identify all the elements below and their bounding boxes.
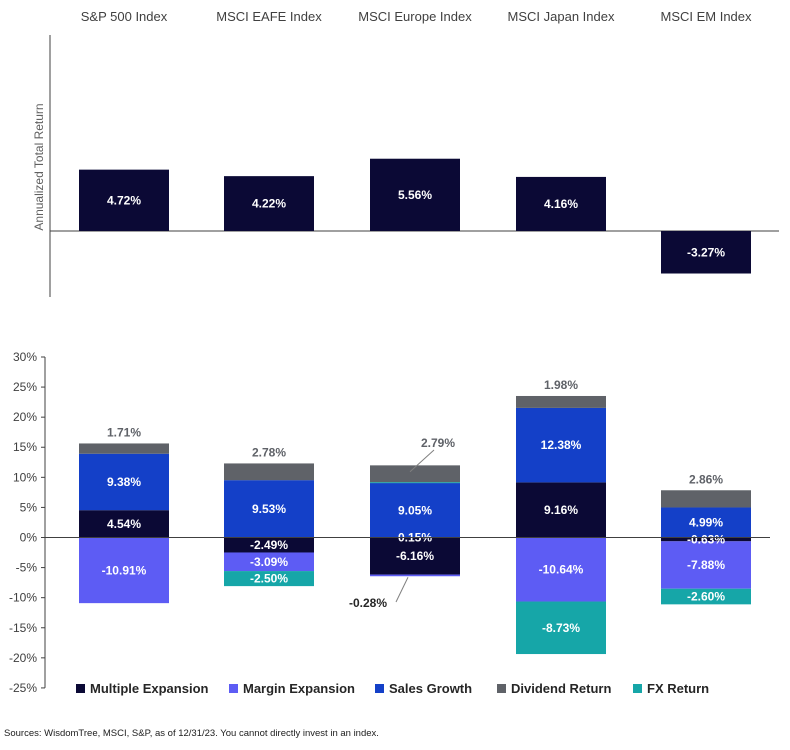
legend-label-fx-return: FX Return <box>647 681 709 696</box>
margin-expansion-segment-msci-eafe-index <box>224 552 314 572</box>
dividend-return-segment-msci-europe-index <box>370 465 460 483</box>
sales-growth-segment-msci-europe-index <box>370 483 460 538</box>
y-tick-label: 25% <box>13 380 37 394</box>
sales-growth-label-msci-europe-index: 9.05% <box>398 503 432 517</box>
fx-return-label-msci-eafe-index: -2.50% <box>250 572 288 586</box>
dividend-return-label-msci-europe-index: 2.79% <box>421 436 455 450</box>
multiple-expansion-segment-msci-em-index <box>661 537 751 542</box>
multiple-expansion-segment-msci-japan-index <box>516 482 606 538</box>
margin-expansion-label-msci-em-index: -7.88% <box>687 558 725 572</box>
return-bar-msci-eafe-index <box>224 176 314 231</box>
y-tick-label: -10% <box>9 591 37 605</box>
return-label-s-p-500-index: 4.72% <box>107 193 141 207</box>
y-tick-label: 30% <box>13 350 37 364</box>
sales-growth-label-msci-em-index: 4.99% <box>689 515 723 529</box>
source-note: Sources: WisdomTree, MSCI, S&P, as of 12… <box>4 728 379 739</box>
dividend-return-segment-msci-eafe-index <box>224 463 314 481</box>
y-tick-label: 10% <box>13 470 37 484</box>
y-tick-label: -15% <box>9 621 37 635</box>
sales-growth-label-msci-japan-index: 12.38% <box>541 438 582 452</box>
top-y-axis-label: Annualized Total Return <box>32 103 46 230</box>
legend: Multiple Expansion Margin Expansion Sales … <box>76 681 709 696</box>
y-tick-label: -25% <box>9 681 37 695</box>
fx-return-label-msci-em-index: -2.60% <box>687 590 725 604</box>
fx-return-segment-msci-japan-index <box>516 601 606 655</box>
legend-swatch-fx-return <box>633 684 642 693</box>
top-chart: Annualized Total Return S&P 500 Index 4.7… <box>32 9 779 297</box>
fx-return-label-msci-japan-index: -8.73% <box>542 621 580 635</box>
return-bar-msci-japan-index <box>516 176 606 231</box>
sales-growth-label-msci-eafe-index: 9.53% <box>252 502 286 516</box>
category-header-msci-eafe-index: MSCI EAFE Index <box>216 9 322 24</box>
multiple-expansion-segment-s-p-500-index <box>79 510 169 538</box>
category-header-msci-europe-index: MSCI Europe Index <box>358 9 472 24</box>
legend-label-dividend-return: Dividend Return <box>511 681 611 696</box>
y-tick-label: 20% <box>13 410 37 424</box>
fx-return-segment-msci-eafe-index <box>224 571 314 587</box>
margin-expansion-label-msci-europe-index: -0.28% <box>349 596 387 610</box>
legend-label-sales-growth: Sales Growth <box>389 681 472 696</box>
legend-swatch-sales-growth <box>375 684 384 693</box>
return-bar-s-p-500-index <box>79 169 169 231</box>
multiple-expansion-label-msci-eafe-index: -2.49% <box>250 538 288 552</box>
margin-expansion-segment-msci-em-index <box>661 541 751 589</box>
dividend-return-segment-s-p-500-index <box>79 443 169 454</box>
dividend-return-segment-msci-japan-index <box>516 395 606 408</box>
legend-swatch-margin-expansion <box>229 684 238 693</box>
y-tick-label: -5% <box>16 561 38 575</box>
sales-growth-segment-msci-japan-index <box>516 407 606 483</box>
dividend-return-label-msci-eafe-index: 2.78% <box>252 445 286 459</box>
dividend-return-label-msci-em-index: 2.86% <box>689 472 723 486</box>
margin-expansion-segment-msci-europe-index <box>370 574 460 577</box>
return-bar-msci-em-index <box>661 231 751 274</box>
y-tick-label: -20% <box>9 651 37 665</box>
category-header-msci-em-index: MSCI EM Index <box>660 9 752 24</box>
multiple-expansion-label-msci-em-index: -0.63% <box>687 533 725 547</box>
margin-expansion-segment-msci-japan-index <box>516 537 606 602</box>
legend-label-margin-expansion: Margin Expansion <box>243 681 355 696</box>
fx-return-segment-msci-em-index <box>661 588 751 605</box>
sales-growth-label-s-p-500-index: 9.38% <box>107 475 141 489</box>
return-label-msci-europe-index: 5.56% <box>398 188 432 202</box>
dividend-return-label-s-p-500-index: 1.71% <box>107 425 141 439</box>
margin-expansion-label-s-p-500-index: -10.91% <box>102 563 147 577</box>
sales-growth-segment-msci-em-index <box>661 507 751 538</box>
sales-growth-segment-msci-eafe-index <box>224 480 314 538</box>
dividend-leader-line <box>409 449 435 473</box>
margin-leader-line <box>395 577 409 603</box>
bottom-chart: 30% 25% 20% 15% 10% 5% 0% -5% -10% -15% -20% -25% 4.… <box>9 350 770 695</box>
category-header-msci-japan-index: MSCI Japan Index <box>508 9 615 24</box>
multiple-expansion-label-msci-japan-index: 9.16% <box>544 503 578 517</box>
y-tick-label: 15% <box>13 440 37 454</box>
sales-growth-segment-s-p-500-index <box>79 453 169 511</box>
margin-expansion-segment-s-p-500-index <box>79 537 169 604</box>
return-label-msci-em-index: -3.27% <box>687 245 725 259</box>
fx-return-segment-msci-europe-index <box>370 482 460 484</box>
dividend-return-segment-msci-em-index <box>661 490 751 508</box>
dividend-return-label-msci-japan-index: 1.98% <box>544 378 578 392</box>
category-header-s-p-500-index: S&P 500 Index <box>81 9 168 24</box>
return-bar-msci-europe-index <box>370 158 460 231</box>
margin-expansion-label-msci-japan-index: -10.64% <box>539 563 584 577</box>
return-label-msci-eafe-index: 4.22% <box>252 197 286 211</box>
multiple-expansion-label-msci-europe-index: -6.16% <box>396 549 434 563</box>
return-label-msci-japan-index: 4.16% <box>544 197 578 211</box>
multiple-expansion-segment-msci-eafe-index <box>224 537 314 553</box>
legend-swatch-multiple-expansion <box>76 684 85 693</box>
margin-expansion-label-msci-eafe-index: -3.09% <box>250 555 288 569</box>
y-tick-label: 0% <box>20 531 38 545</box>
y-tick-label: 5% <box>20 500 38 514</box>
multiple-expansion-segment-msci-europe-index <box>370 537 460 575</box>
legend-label-multiple-expansion: Multiple Expansion <box>90 681 209 696</box>
legend-swatch-dividend-return <box>497 684 506 693</box>
multiple-expansion-label-s-p-500-index: 4.54% <box>107 517 141 531</box>
